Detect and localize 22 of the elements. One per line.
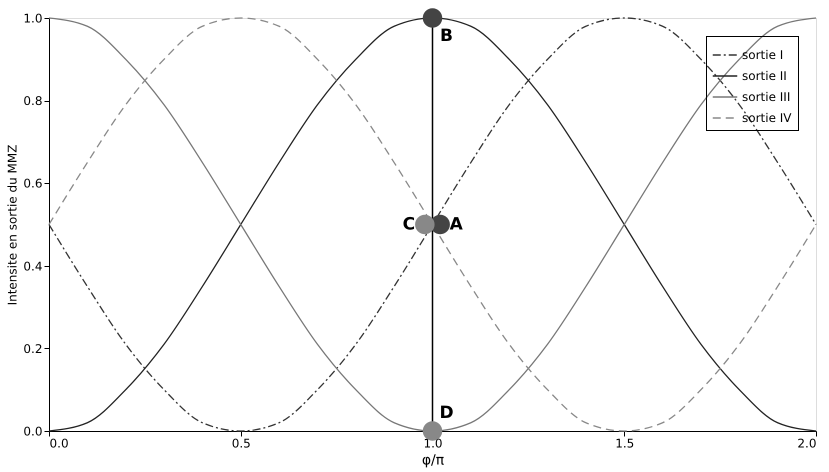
x-tick-label: 0.5 — [232, 436, 251, 450]
x-tick-label: 1.0 — [423, 436, 443, 450]
annotation: D — [439, 403, 454, 423]
y-tick-label: 0.4 — [23, 259, 42, 274]
legend-label: sortie III — [742, 90, 790, 104]
point — [415, 214, 435, 234]
y-tick-label: 0.6 — [23, 176, 42, 191]
y-tick-label: 0.8 — [23, 94, 42, 108]
annotation: C — [402, 214, 416, 234]
x-axis-title: φ/π — [422, 452, 445, 468]
annotation: A — [450, 214, 464, 234]
y-axis-title: Intensite en sortie du MMZ — [5, 144, 20, 306]
y-tick-label: 1.0 — [23, 12, 42, 26]
x-tick-label: 2.0 — [797, 436, 816, 450]
legend-label: sortie II — [742, 69, 787, 83]
point — [422, 8, 442, 28]
y-tick-label: 0.0 — [23, 424, 42, 438]
x-tick-label: 1.5 — [615, 436, 634, 450]
y-tick-label: 0.2 — [23, 342, 42, 356]
x-tick-label: 0.0 — [50, 436, 69, 450]
annotation: B — [440, 26, 453, 46]
legend-label: sortie I — [742, 48, 784, 62]
